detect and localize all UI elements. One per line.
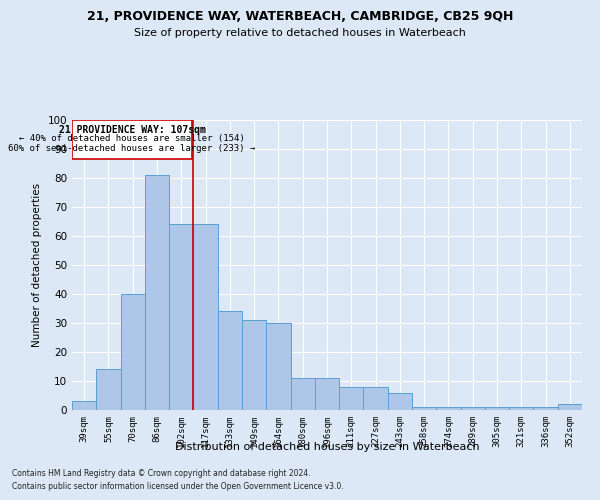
Bar (121, 294, 145, 410)
Bar (96, 370, 121, 410)
Bar (485, 407, 509, 410)
Bar (533, 407, 558, 410)
Y-axis label: Number of detached properties: Number of detached properties (32, 183, 42, 347)
Text: Contains HM Land Registry data © Crown copyright and database right 2024.: Contains HM Land Registry data © Crown c… (12, 468, 311, 477)
Bar (461, 407, 485, 410)
Bar (218, 312, 242, 410)
Text: 21 PROVIDENCE WAY: 107sqm: 21 PROVIDENCE WAY: 107sqm (59, 125, 206, 135)
Bar (339, 387, 364, 410)
Bar (558, 404, 582, 410)
Bar (72, 402, 96, 410)
Bar (169, 224, 193, 410)
Text: Contains public sector information licensed under the Open Government Licence v3: Contains public sector information licen… (12, 482, 344, 491)
Text: 21, PROVIDENCE WAY, WATERBEACH, CAMBRIDGE, CB25 9QH: 21, PROVIDENCE WAY, WATERBEACH, CAMBRIDG… (87, 10, 513, 23)
Bar (315, 378, 339, 410)
Text: ← 40% of detached houses are smaller (154): ← 40% of detached houses are smaller (15… (19, 134, 245, 143)
Bar (290, 378, 315, 410)
Bar (242, 320, 266, 410)
Bar (388, 392, 412, 410)
Text: Distribution of detached houses by size in Waterbeach: Distribution of detached houses by size … (175, 442, 479, 452)
Text: 60% of semi-detached houses are larger (233) →: 60% of semi-detached houses are larger (… (8, 144, 256, 153)
Bar (266, 323, 290, 410)
Bar (72, 120, 192, 159)
Bar (193, 224, 218, 410)
Bar (509, 407, 533, 410)
Bar (145, 175, 169, 410)
Bar (436, 407, 461, 410)
Bar (412, 407, 436, 410)
Bar (364, 387, 388, 410)
Text: Size of property relative to detached houses in Waterbeach: Size of property relative to detached ho… (134, 28, 466, 38)
